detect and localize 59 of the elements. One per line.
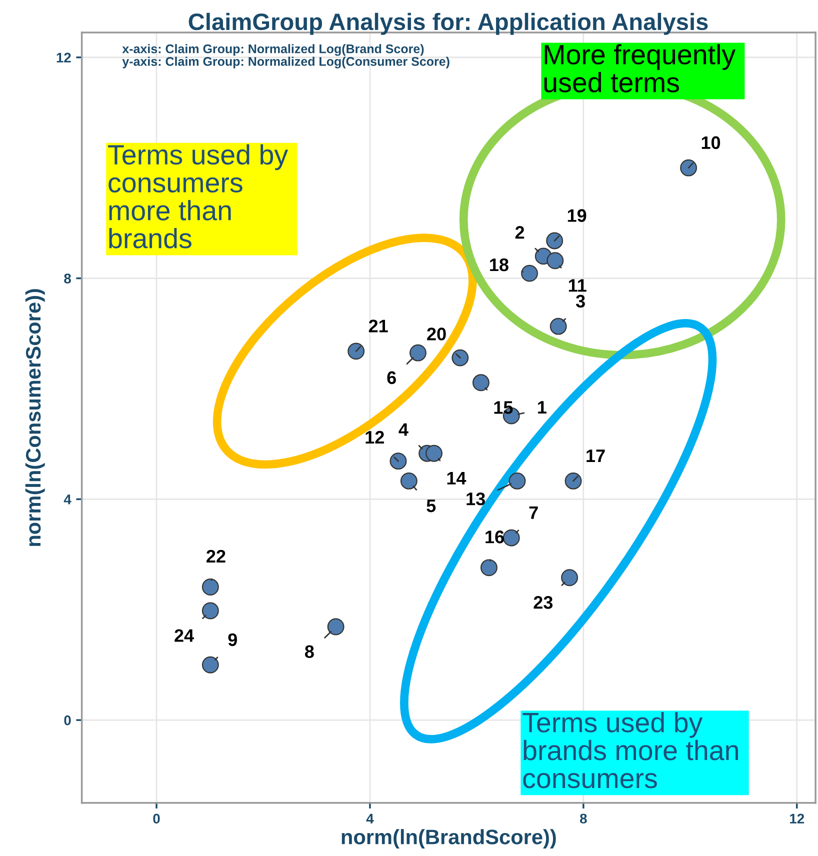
annotation: 7 <box>529 506 538 519</box>
annotation: More frequently used terms <box>544 44 736 92</box>
point <box>550 318 567 335</box>
point <box>521 264 538 282</box>
point <box>202 656 219 674</box>
x-tick-label: 8 <box>580 814 587 824</box>
y-tick-label: 4 <box>64 494 72 504</box>
annotation: 1 <box>538 401 546 414</box>
annotation: 24 <box>174 629 194 642</box>
point <box>202 578 219 596</box>
annotation: x-axis: Claim Group: Normalized Log(Brand Score) y-axis: Claim Group: Normalized Log(Consumer Score) <box>122 44 450 68</box>
point <box>348 342 365 360</box>
point <box>546 232 564 250</box>
annotation: 19 <box>568 209 586 222</box>
annotation: 18 <box>490 258 508 272</box>
point <box>327 618 344 636</box>
point <box>502 529 520 546</box>
point <box>561 569 578 586</box>
annotation: 6 <box>387 371 396 384</box>
point <box>472 374 490 392</box>
annotation: 23 <box>534 596 553 609</box>
annotation: 10 <box>702 136 720 150</box>
point <box>480 559 498 576</box>
annotation: 13 <box>466 492 485 506</box>
annotation: 8 <box>304 645 314 658</box>
y-axis-title: norm(ln(ConsumerScore)) <box>25 289 45 546</box>
annotation: 20 <box>427 328 446 340</box>
annotation: 11 <box>568 279 586 292</box>
annotation: 3 <box>576 294 585 308</box>
point <box>508 472 526 490</box>
point <box>426 444 442 462</box>
annotation: 4 <box>398 423 408 436</box>
point <box>546 252 564 270</box>
annotation: Terms used by brands more than consumers <box>522 712 738 788</box>
annotation: 22 <box>206 550 226 562</box>
annotation: 14 <box>447 472 466 484</box>
y-tick-label: 12 <box>56 52 71 62</box>
annotation: 12 <box>366 430 384 444</box>
annotation: 17 <box>586 450 605 462</box>
point <box>680 159 698 176</box>
annotation: 21 <box>368 320 388 332</box>
x-tick-label: 12 <box>790 814 804 824</box>
chart-title: ClaimGroup Analysis for: Application Analysis <box>188 12 708 35</box>
x-tick-label: 0 <box>153 814 160 824</box>
annotation: 5 <box>426 500 436 512</box>
y-tick-label: 0 <box>64 715 71 726</box>
x-tick-label: 4 <box>366 814 374 824</box>
annotation: Terms used by consumers more than brands <box>108 144 288 248</box>
point <box>564 472 582 490</box>
y-tick-label: 8 <box>64 274 71 284</box>
annotation: 9 <box>228 633 237 646</box>
point <box>202 602 219 620</box>
annotation: 2 <box>515 226 524 239</box>
annotation: 15 <box>494 401 513 414</box>
point <box>390 452 407 470</box>
x-axis-title: norm(ln(BrandScore)) <box>342 829 556 848</box>
point <box>452 349 469 366</box>
point <box>400 472 418 490</box>
point <box>410 344 426 362</box>
